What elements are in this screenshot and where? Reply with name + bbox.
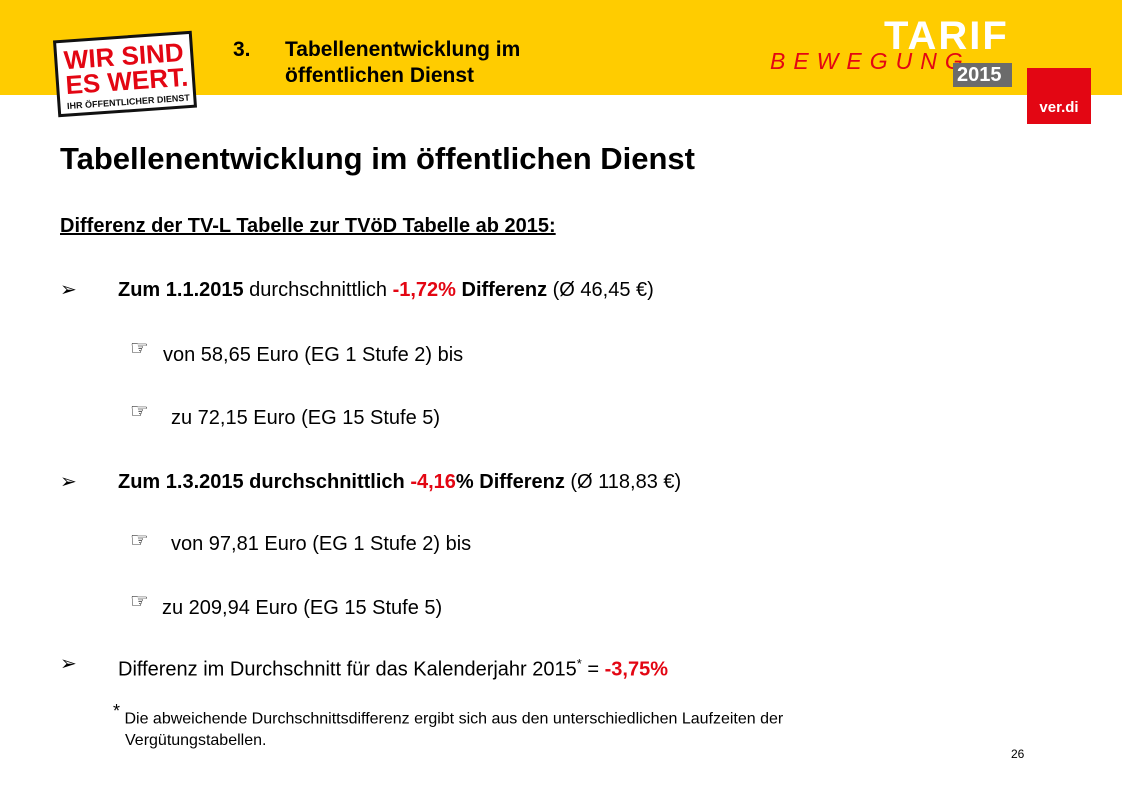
page-title: Tabellenentwicklung im öffentlichen Dien… [60, 141, 696, 176]
year-badge [953, 63, 1012, 87]
section-title-line1: Tabellenentwicklung im [285, 38, 521, 61]
verdi-logo: ver.di [1027, 68, 1091, 124]
pointing-hand-icon: ☞ [130, 590, 149, 613]
bullet-2-text: Zum 1.3.2015 durchschnittlich [118, 471, 411, 493]
bullet-3-percent: -3,75% [604, 658, 668, 681]
year-text: 2015 [957, 64, 1002, 86]
arrow-bullet-icon: ➢ [60, 279, 77, 301]
arrow-bullet-icon: ➢ [60, 471, 77, 493]
bullet-3-footnote-mark: * [576, 656, 582, 671]
section-title-line2: öffentlichen Dienst [285, 64, 475, 87]
subitem-4: zu 209,94 Euro (EG 15 Stufe 5) [162, 597, 443, 619]
wir-sind-es-wert-logo: WIR SIND ES WERT. IHR ÖFFENTLICHER DIENS… [52, 30, 198, 118]
subitem-3: von 97,81 Euro (EG 1 Stufe 2) bis [171, 533, 472, 555]
bullet-1-percent: -1,72% [392, 279, 456, 301]
bullet-2-average: (Ø 118,83 €) [564, 471, 682, 493]
pointing-hand-icon: ☞ [130, 400, 149, 423]
pointing-hand-icon: ☞ [130, 337, 149, 360]
bullet-1: Zum 1.1.2015 durchschnittlich -1,72% Dif… [118, 277, 654, 303]
arrow-bullet-icon: ➢ [60, 653, 77, 675]
subtitle: Differenz der TV-L Tabelle zur TVöD Tabe… [60, 215, 556, 237]
footnote-mark: * [113, 701, 121, 721]
subitem-2: zu 72,15 Euro (EG 15 Stufe 5) [171, 407, 441, 429]
verdi-logo-text: ver.di [1039, 99, 1079, 116]
footnote-line1: Die abweichende Durchschnittsdifferenz e… [120, 710, 784, 728]
bullet-1-label: Differenz [455, 279, 548, 301]
pointing-hand-icon: ☞ [130, 529, 149, 552]
bullet-2-percent: -4,16 [410, 471, 456, 493]
footnote-line2: Vergütungstabellen. [125, 732, 267, 750]
bullet-2: Zum 1.3.2015 durchschnittlich -4,16% Dif… [118, 469, 681, 495]
bullet-3-equals: = [581, 658, 605, 681]
tarif-logo-text: TARIF [884, 14, 1009, 58]
section-title: 3. Tabellenentwicklung im öffentlichen Di… [233, 37, 520, 89]
footnote: * Die abweichende Durchschnittsdifferenz… [113, 700, 783, 752]
subitem-1: von 58,65 Euro (EG 1 Stufe 2) bis [163, 344, 464, 366]
bullet-3-text: Differenz im Durchschnitt für das Kalend… [118, 658, 577, 681]
bewegung-logo-text: BEWEGUNG [770, 48, 971, 74]
bullet-2-label: % Differenz [455, 471, 565, 493]
bullet-1-date: Zum 1.1.2015 [118, 279, 244, 301]
page-number: 26 [1011, 747, 1025, 761]
section-number: 3. [233, 38, 251, 61]
bullet-1-text: durchschnittlich [243, 279, 393, 301]
bullet-1-average: (Ø 46,45 €) [547, 279, 654, 301]
bullet-3: Differenz im Durchschnitt für das Kalend… [118, 651, 668, 683]
